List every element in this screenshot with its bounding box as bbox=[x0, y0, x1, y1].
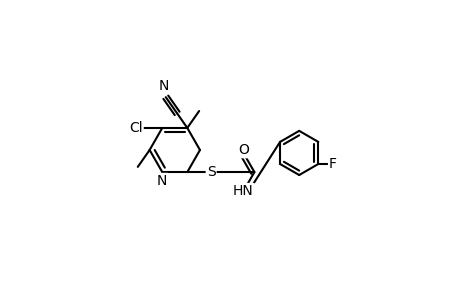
Text: HN: HN bbox=[233, 184, 253, 198]
Text: F: F bbox=[328, 157, 336, 171]
Text: N: N bbox=[159, 79, 169, 93]
Text: S: S bbox=[207, 165, 215, 179]
Text: Cl: Cl bbox=[129, 121, 142, 135]
Text: N: N bbox=[157, 174, 167, 188]
Text: O: O bbox=[237, 143, 248, 157]
